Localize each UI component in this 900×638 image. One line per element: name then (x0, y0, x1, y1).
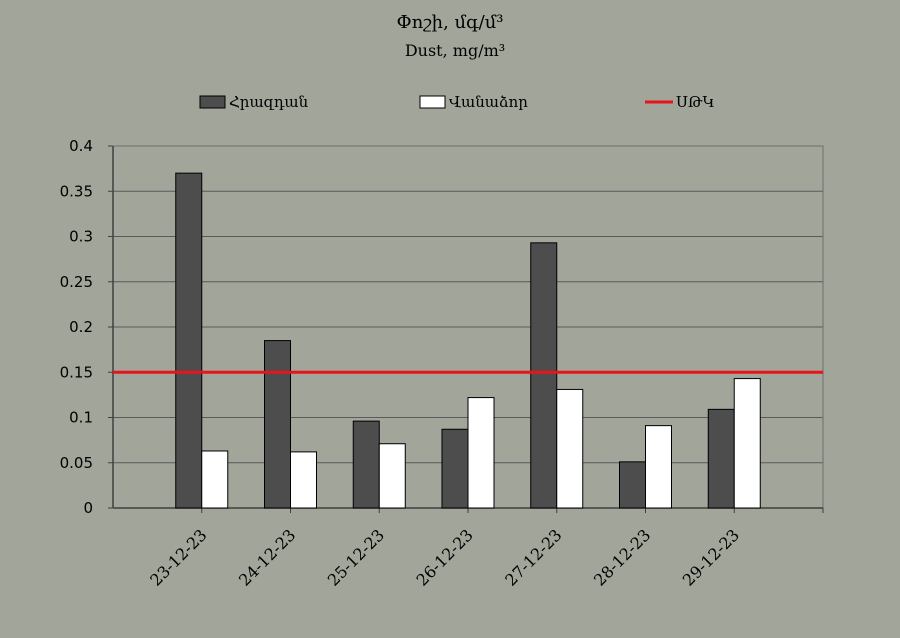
y-tick-label: 0.1 (69, 409, 93, 427)
plot-area: 0 0.05 0.1 0.15 0.2 0.25 0.3 0.35 0.4 23-12-23 24-… (60, 137, 824, 590)
bar-vanadzor (645, 425, 672, 509)
y-tick-label: 0.3 (69, 228, 93, 246)
x-tick-label: 26-12-23 (413, 525, 477, 589)
y-tick-label: 0.2 (69, 318, 93, 336)
bar-hrazdan (264, 340, 291, 509)
legend-label-vanadzor: Վանաձոր (449, 93, 528, 111)
bar-hrazdan (530, 242, 558, 509)
x-tick-label: 25-12-23 (324, 525, 388, 589)
bar-vanadzor (733, 378, 761, 509)
legend-label-reference-line: ՍԹԿ (676, 93, 715, 111)
bar-hrazdan (441, 428, 469, 509)
bar-vanadzor (201, 450, 229, 509)
bar-vanadzor (467, 397, 495, 509)
x-tick-label: 28-12-23 (590, 525, 654, 589)
legend-swatch-vanadzor (419, 95, 446, 109)
y-tick-label: 0.4 (69, 137, 93, 155)
y-tick-label: 0.25 (60, 273, 93, 291)
bar-hrazdan (352, 420, 380, 509)
bar-vanadzor (556, 388, 584, 509)
y-tick-label: 0.05 (60, 454, 93, 472)
x-tick-label: 29-12-23 (679, 525, 743, 589)
bar-hrazdan (619, 461, 646, 509)
y-tick-label: 0.15 (60, 363, 93, 381)
legend-label-hrazdan: Հրազդան (229, 93, 309, 111)
y-tick-label: 0 (83, 499, 93, 517)
x-tick-label: 24-12-23 (235, 525, 299, 589)
chart-subtitle: Dust, mg/m³ (405, 41, 505, 60)
legend-swatch-hrazdan (199, 95, 226, 109)
x-tick-label: 27-12-23 (501, 525, 565, 589)
bar-vanadzor (290, 451, 317, 509)
bar-hrazdan (707, 408, 735, 509)
x-tick-label: 23-12-23 (146, 525, 210, 589)
legend: Հրազդան Վանաձոր ՍԹԿ (199, 93, 715, 111)
y-tick-label: 0.35 (60, 182, 93, 200)
chart-title: Փոշի, մգ/մ³ (396, 12, 503, 33)
bar-vanadzor (378, 443, 406, 509)
bar-hrazdan (175, 172, 203, 509)
